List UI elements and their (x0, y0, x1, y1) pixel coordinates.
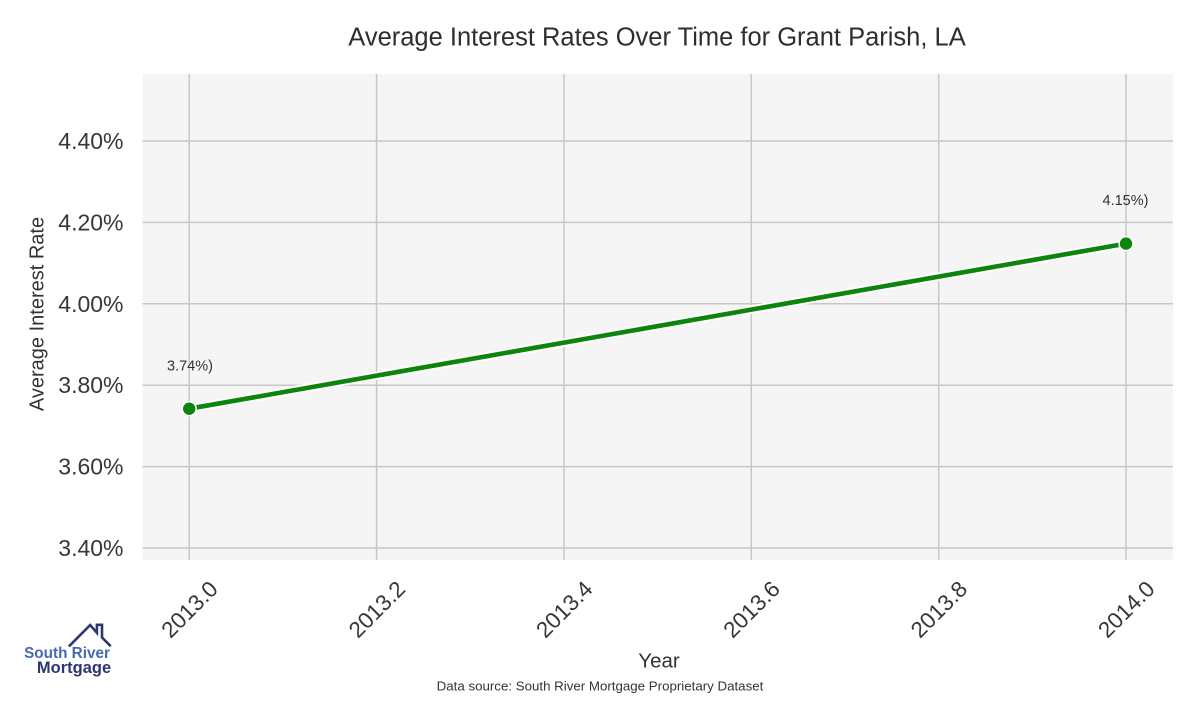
svg-text:3.60%: 3.60% (58, 454, 123, 480)
svg-text:South River: South River (24, 645, 110, 662)
svg-text:Mortgage: Mortgage (37, 659, 111, 677)
svg-text:Average Interest Rate: Average Interest Rate (27, 217, 49, 411)
svg-text:3.40%: 3.40% (58, 535, 123, 561)
svg-text:4.00%: 4.00% (58, 291, 123, 317)
svg-text:4.40%: 4.40% (58, 128, 123, 154)
svg-text:Year: Year (638, 650, 680, 673)
svg-text:3.80%: 3.80% (58, 372, 123, 398)
svg-text:Average Interest Rates Over Ti: Average Interest Rates Over Time for Gra… (348, 24, 965, 52)
svg-text:Data source: South River Mortg: Data source: South River Mortgage Propri… (437, 679, 764, 694)
svg-text:4.15%): 4.15%) (1103, 193, 1149, 209)
svg-text:3.74%): 3.74%) (167, 359, 213, 375)
svg-text:4.20%: 4.20% (58, 209, 123, 235)
